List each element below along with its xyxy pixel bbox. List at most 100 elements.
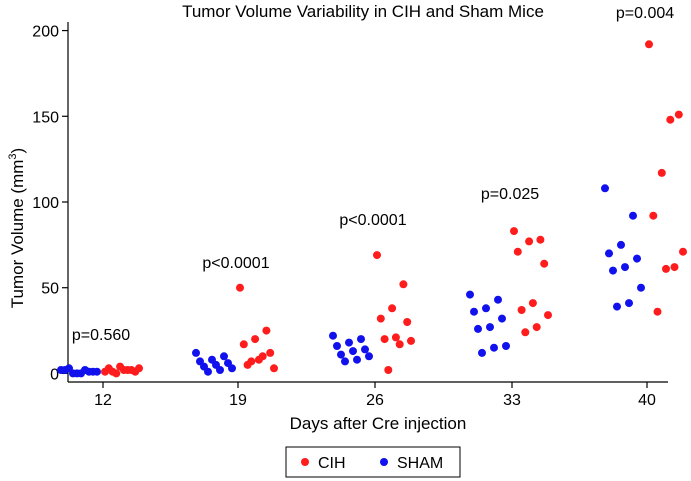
legend-label-cih: CIH [318, 455, 346, 472]
data-point-sham [621, 263, 629, 272]
p-value-annotation: p=0.004 [616, 5, 674, 22]
data-point-cih [399, 280, 408, 289]
data-point-cih [649, 211, 658, 220]
data-point-cih [258, 352, 267, 361]
data-point-sham [349, 347, 357, 356]
y-tick-label: 100 [32, 195, 59, 212]
data-point-sham [345, 338, 353, 347]
data-point-cih [247, 357, 256, 366]
data-point-sham [353, 355, 361, 364]
data-point-sham [605, 249, 613, 258]
data-point-sham [204, 367, 212, 376]
x-tick-label: 40 [638, 392, 656, 409]
data-point-sham [613, 302, 621, 311]
data-point-sham [490, 343, 498, 352]
data-point-sham [482, 304, 490, 313]
data-point-cih [239, 340, 248, 349]
data-point-sham [341, 357, 349, 366]
data-point-sham [470, 307, 478, 316]
data-point-sham [192, 348, 200, 357]
y-axis-label-main: Tumor Volume (mm [8, 160, 27, 309]
data-point-cih [135, 364, 143, 373]
data-point-sham [69, 369, 77, 378]
data-point-sham [633, 254, 641, 263]
data-point-sham [502, 342, 510, 350]
data-point-sham [486, 323, 494, 332]
p-value-annotation: p<0.0001 [202, 255, 269, 272]
data-point-cih [653, 307, 662, 316]
data-point-sham [617, 240, 625, 249]
data-point-sham [365, 352, 373, 361]
data-point-sham [333, 342, 341, 350]
data-point-cih [528, 299, 537, 308]
data-point-cih [670, 263, 679, 272]
data-point-sham [629, 211, 637, 220]
x-axis-label: Days after Cre injection [290, 414, 467, 433]
data-point-cih [662, 264, 670, 273]
data-point-cih [388, 304, 397, 313]
data-point-cih [262, 326, 271, 335]
data-point-cih [376, 314, 385, 323]
data-point-cih [679, 247, 687, 256]
data-points [57, 40, 687, 378]
y-tick-label: 50 [41, 281, 59, 298]
data-point-cih [521, 328, 530, 337]
x-ticks: 12 19 26 33 40 [94, 382, 656, 409]
p-value-annotations: p=0.560 p<0.0001 p<0.0001 p=0.025 p=0.004 [72, 5, 674, 344]
data-point-sham [93, 367, 101, 376]
p-value-annotation: p=0.560 [72, 327, 130, 344]
legend-marker-cih [301, 458, 309, 466]
data-point-cih [674, 110, 683, 119]
data-point-cih [544, 311, 552, 320]
data-point-sham [228, 364, 236, 373]
y-tick-label: 200 [32, 24, 59, 41]
data-point-cih [532, 323, 541, 332]
data-point-cih [236, 283, 244, 292]
data-point-cih [384, 366, 393, 374]
data-point-cih [270, 364, 278, 373]
legend-label-sham: SHAM [397, 455, 443, 472]
data-point-cih [251, 335, 260, 344]
data-point-sham [361, 345, 369, 354]
data-point-cih [407, 336, 415, 345]
data-point-cih [266, 348, 275, 357]
data-point-sham [625, 299, 633, 308]
y-tick-label: 150 [32, 109, 59, 126]
data-point-cih [380, 335, 389, 344]
p-value-annotation: p=0.025 [481, 186, 539, 203]
data-point-cih [391, 333, 400, 342]
legend: CIH SHAM [285, 446, 461, 478]
data-point-cih [666, 115, 675, 124]
data-point-cih [395, 340, 404, 349]
data-point-cih [513, 247, 522, 256]
p-value-annotation: p<0.0001 [339, 212, 406, 229]
data-point-sham [329, 331, 337, 340]
data-point-sham [601, 184, 609, 193]
data-point-cih [123, 366, 132, 374]
data-point-sham [220, 352, 228, 361]
data-point-sham [494, 295, 502, 304]
y-axis-label-close: ) [8, 148, 27, 154]
data-point-sham [474, 324, 482, 333]
data-point-sham [81, 366, 89, 374]
legend-marker-sham [380, 458, 388, 466]
x-tick-label: 26 [366, 392, 384, 409]
legend-box [285, 446, 461, 478]
data-point-sham [357, 335, 365, 344]
data-point-sham [498, 314, 506, 323]
data-point-cih [536, 235, 545, 244]
data-point-sham [466, 290, 474, 299]
chart-title: Tumor Volume Variability in CIH and Sham… [182, 2, 544, 21]
data-point-cih [510, 227, 518, 236]
data-point-sham [637, 283, 645, 292]
axes [67, 22, 668, 383]
y-ticks: 0 50 100 150 200 [32, 24, 68, 383]
x-tick-label: 33 [503, 392, 521, 409]
data-point-cih [112, 369, 121, 378]
data-point-cih [403, 318, 412, 326]
data-point-cih [657, 168, 666, 177]
data-point-cih [373, 251, 381, 260]
data-point-sham [216, 366, 224, 374]
x-tick-label: 12 [94, 392, 112, 409]
data-point-cih [645, 40, 653, 49]
